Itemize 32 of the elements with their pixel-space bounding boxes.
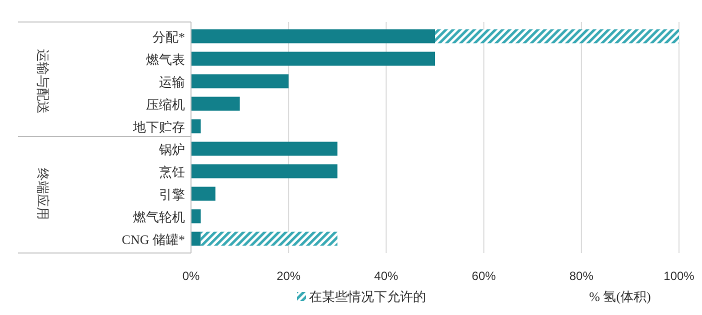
y-tick-label: 锅炉: [158, 142, 185, 157]
bar: [435, 29, 679, 44]
bar: [191, 29, 435, 44]
x-tick-label: 40%: [374, 269, 399, 283]
x-tick-label: 80%: [569, 269, 594, 283]
y-tick-label: 燃气表: [146, 52, 185, 67]
x-axis-title: % 氢(体积): [589, 289, 651, 304]
text: 终端应用: [36, 168, 50, 220]
legend: 在某些情况下允许的: [297, 289, 426, 304]
y-tick-label: CNG 储罐*: [122, 232, 185, 247]
bar: [191, 164, 338, 178]
y-tick-label: 分配*: [152, 29, 185, 44]
y-tick-label: 运输: [159, 74, 185, 90]
bar: [191, 52, 435, 66]
bar: [191, 96, 240, 111]
bar: [191, 186, 216, 201]
x-tick-label: 60%: [472, 269, 496, 283]
y-tick-label: 引擎: [159, 186, 185, 202]
x-tick-label: 0%: [182, 269, 200, 283]
bar: [191, 142, 338, 156]
bar: [200, 232, 338, 246]
y-tick-label: 压缩机: [146, 96, 185, 112]
bar: [191, 232, 201, 246]
bar: [191, 119, 201, 134]
bar: [191, 209, 201, 224]
y-tick-label: 烹饪: [159, 164, 185, 180]
bar: [191, 74, 289, 88]
x-tick-label: 20%: [276, 269, 301, 283]
x-tick-label: 100%: [664, 269, 695, 283]
y-tick-label: 燃气轮机: [133, 209, 185, 224]
text: 运输与配送: [36, 48, 50, 114]
y-tick-label: 地下贮存: [132, 119, 185, 134]
